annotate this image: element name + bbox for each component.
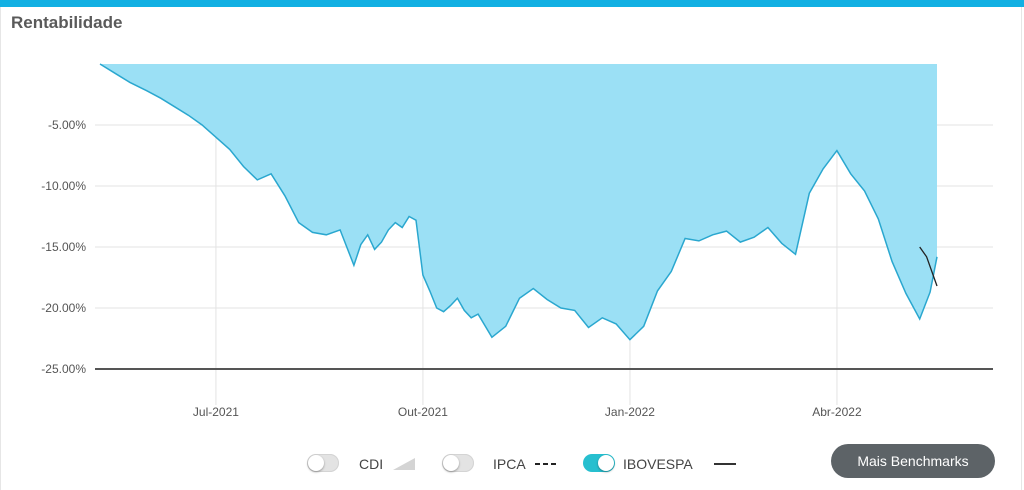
series-line (919, 246, 938, 287)
ipca-toggle[interactable] (442, 454, 474, 472)
legend-label-ibovespa: IBOVESPA (623, 456, 693, 472)
cdi-toggle[interactable] (307, 454, 339, 472)
y-tick-label: -15.00% (41, 240, 86, 254)
x-tick-label: Jan-2022 (605, 405, 655, 419)
toggle-knob (443, 455, 459, 471)
area-layer (99, 63, 938, 341)
x-tick-label: Jul-2021 (193, 405, 239, 419)
ibovespa-toggle[interactable] (583, 454, 615, 472)
legend-label-cdi: CDI (359, 456, 384, 472)
area-swatch-icon (393, 458, 415, 470)
toggle-knob (308, 455, 324, 471)
toggle-knob (598, 455, 614, 471)
top-accent-bar (0, 0, 1024, 7)
chart-card (0, 7, 1022, 490)
legend: CDI IPCA IBOVESPA (0, 446, 1024, 482)
dashed-line-icon (535, 463, 557, 465)
solid-line-icon (714, 463, 736, 465)
series-area-fill (100, 64, 937, 340)
more-benchmarks-button[interactable]: Mais Benchmarks (831, 444, 995, 478)
y-tick-label: -25.00% (41, 362, 86, 376)
y-tick-label: -20.00% (41, 301, 86, 315)
x-tick-label: Out-2021 (398, 405, 448, 419)
page-title: Rentabilidade (11, 13, 123, 32)
y-tick-label: -5.00% (48, 118, 86, 132)
axis-layer: -5.00% -10.00% -15.00% -20.00% -25.00% Jul-20… (41, 118, 993, 419)
series-area-line (99, 63, 938, 341)
y-tick-label: -10.00% (41, 179, 86, 193)
legend-label-ipca: IPCA (493, 456, 526, 472)
x-tick-label: Abr-2022 (812, 405, 862, 419)
rentabilidade-chart: -5.00% -10.00% -15.00% -20.00% -25.00% Jul-20… (41, 63, 993, 419)
